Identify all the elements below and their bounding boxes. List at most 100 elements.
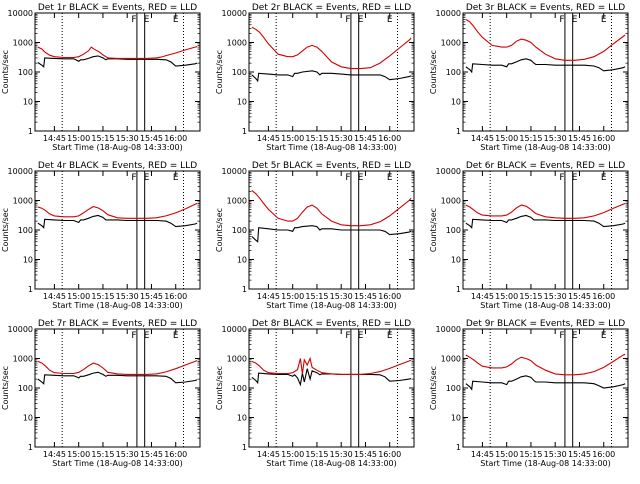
x-tick-label: 15:45	[568, 292, 591, 301]
x-tick-label: 15:30	[330, 450, 353, 459]
x-tick-label: 14:45	[257, 134, 280, 143]
x-axis-label: Start Time (18-Aug-08 14:33:00)	[480, 459, 611, 468]
marker-label-E: E	[358, 331, 364, 341]
marker-label-E: E	[387, 173, 393, 183]
y-tick-label: 1000	[441, 197, 461, 206]
x-tick-label: 14:45	[43, 292, 66, 301]
y-tick-label: 10000	[436, 325, 461, 334]
y-tick-label: 1	[456, 285, 461, 294]
marker-label-F: F	[559, 331, 564, 341]
y-tick-label: 1	[242, 443, 247, 452]
y-tick-label: 1000	[441, 39, 461, 48]
x-axis-label: Start Time (18-Aug-08 14:33:00)	[480, 143, 611, 152]
x-tick-label: 15:30	[544, 450, 567, 459]
y-tick-label: 100	[18, 68, 33, 77]
marker-label-E: E	[173, 331, 179, 341]
marker-label-E: E	[601, 331, 607, 341]
y-tick-label: 10000	[436, 167, 461, 176]
x-tick-label: 14:45	[257, 292, 280, 301]
x-tick-label: 15:00	[281, 292, 304, 301]
y-tick-label: 1000	[13, 39, 33, 48]
marker-label-E: E	[358, 15, 364, 25]
y-tick-label: 10000	[436, 9, 461, 18]
x-tick-label: 15:30	[544, 134, 567, 143]
chart-panel-det-5r: Det 5r BLACK = Events, RED = LLD 1 10 100 10…	[215, 161, 415, 310]
panel-title: Det 9r BLACK = Events, RED = LLD	[466, 319, 625, 329]
y-tick-label: 1000	[13, 355, 33, 364]
x-tick-label: 16:00	[378, 450, 401, 459]
marker-label-F: F	[559, 15, 564, 25]
x-tick-label: 15:45	[140, 292, 163, 301]
x-tick-label: 15:00	[67, 134, 90, 143]
y-tick-label: 10000	[8, 167, 33, 176]
series-line-events	[465, 58, 626, 74]
y-tick-label: 1000	[227, 39, 247, 48]
x-tick-label: 16:00	[592, 292, 615, 301]
x-tick-label: 16:00	[164, 450, 187, 459]
chart-panel-det-7r: Det 7r BLACK = Events, RED = LLD 1 10 100 10…	[1, 319, 201, 468]
y-tick-label: 10	[451, 256, 461, 265]
x-tick-label: 15:45	[140, 134, 163, 143]
y-tick-label: 10	[237, 414, 247, 423]
series-line-events	[251, 225, 412, 243]
x-tick-label: 15:00	[281, 134, 304, 143]
marker-label-F: F	[131, 331, 136, 341]
y-tick-label: 10000	[8, 9, 33, 18]
y-tick-label: 1	[28, 285, 33, 294]
y-tick-label: 100	[232, 68, 247, 77]
marker-label-E: E	[144, 331, 150, 341]
x-tick-label: 15:45	[354, 134, 377, 143]
y-tick-label: 10	[451, 414, 461, 423]
y-tick-label: 1000	[227, 197, 247, 206]
x-tick-label: 15:00	[67, 450, 90, 459]
y-axis-label: Counts/sec	[1, 50, 10, 94]
x-tick-label: 15:15	[305, 450, 328, 459]
marker-label-E: E	[572, 15, 578, 25]
series-line-lld	[37, 202, 198, 219]
x-tick-label: 15:30	[116, 450, 139, 459]
plot-frame	[34, 328, 201, 448]
y-tick-label: 1	[28, 127, 33, 136]
x-tick-label: 15:45	[568, 134, 591, 143]
marker-label-E: E	[601, 173, 607, 183]
series-line-lld	[251, 356, 412, 375]
x-tick-label: 14:45	[257, 450, 280, 459]
marker-label-E: E	[144, 173, 150, 183]
x-tick-label: 16:00	[378, 292, 401, 301]
y-tick-label: 10000	[222, 9, 247, 18]
marker-label-E: E	[173, 15, 179, 25]
panel-title: Det 5r BLACK = Events, RED = LLD	[252, 161, 411, 171]
plot-frame	[248, 328, 415, 448]
marker-label-E: E	[144, 15, 150, 25]
y-axis-label: Counts/sec	[429, 366, 438, 410]
marker-label-E: E	[572, 173, 578, 183]
x-tick-label: 15:15	[91, 450, 114, 459]
y-tick-label: 1	[242, 127, 247, 136]
x-axis-label: Start Time (18-Aug-08 14:33:00)	[266, 301, 397, 310]
y-tick-label: 1	[242, 285, 247, 294]
x-tick-label: 15:15	[519, 134, 542, 143]
panel-title: Det 1r BLACK = Events, RED = LLD	[38, 3, 197, 13]
chart-panel-det-9r: Det 9r BLACK = Events, RED = LLD 1 10 100 10…	[429, 319, 629, 468]
plot-frame	[462, 12, 629, 132]
plot-frame	[34, 170, 201, 290]
y-axis-label: Counts/sec	[215, 366, 224, 410]
x-tick-label: 15:00	[281, 450, 304, 459]
series-line-events	[251, 368, 412, 387]
x-tick-label: 15:00	[495, 450, 518, 459]
y-tick-label: 1000	[13, 197, 33, 206]
panel-title: Det 2r BLACK = Events, RED = LLD	[252, 3, 411, 13]
chart-panel-det-1r: Det 1r BLACK = Events, RED = LLD 1 10 100 10…	[1, 3, 201, 152]
x-axis-label: Start Time (18-Aug-08 14:33:00)	[266, 459, 397, 468]
marker-label-E: E	[358, 173, 364, 183]
y-tick-label: 10	[23, 98, 33, 107]
y-tick-label: 10000	[222, 325, 247, 334]
x-tick-label: 16:00	[164, 292, 187, 301]
x-tick-label: 15:45	[354, 292, 377, 301]
x-tick-label: 15:00	[495, 292, 518, 301]
series-line-events	[37, 371, 198, 385]
series-line-events	[465, 214, 626, 229]
series-line-events	[37, 55, 198, 68]
series-line-events	[251, 70, 412, 83]
